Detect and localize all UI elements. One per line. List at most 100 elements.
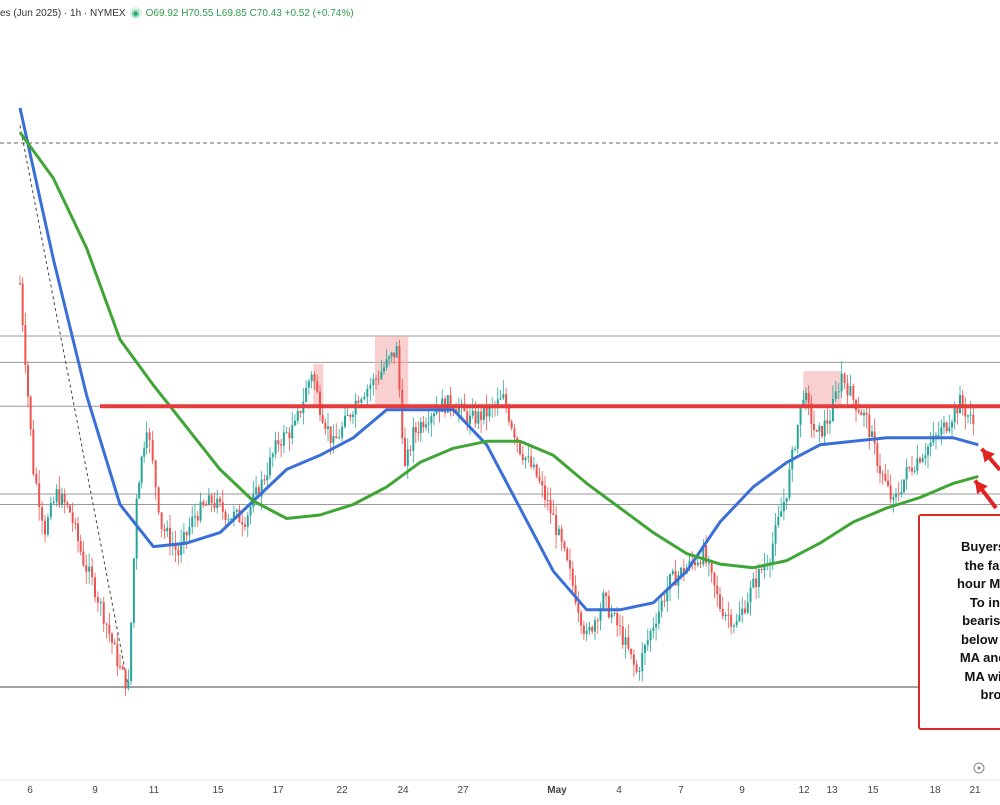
- price-candle-body: [499, 398, 502, 400]
- price-candle-body: [105, 623, 108, 625]
- price-candle-body: [782, 501, 785, 512]
- price-candle-body: [145, 432, 148, 449]
- annotation-arrow-head: [981, 448, 995, 463]
- price-candle-body: [446, 395, 449, 413]
- price-candle-body: [610, 613, 613, 618]
- price-candle-body: [644, 645, 646, 653]
- price-candle-body: [799, 405, 802, 425]
- price-candle-body: [802, 400, 805, 406]
- price-candle-body: [807, 392, 810, 404]
- price-candle-body: [474, 410, 477, 424]
- price-candle-body: [796, 424, 799, 449]
- settings-icon[interactable]: [973, 762, 985, 774]
- price-candle-body: [169, 527, 171, 547]
- price-candle-body: [96, 597, 99, 603]
- price-candle-body: [230, 518, 233, 520]
- price-candle-body: [316, 381, 319, 392]
- green-moving-average-line: [18, 131, 979, 570]
- price-candle-body: [903, 479, 905, 492]
- eye-icon[interactable]: ◉: [129, 7, 142, 19]
- price-candle-body: [935, 435, 937, 437]
- price-candle-body: [655, 623, 658, 628]
- x-tick-label: 9: [92, 785, 98, 796]
- price-candle-body: [826, 420, 829, 424]
- price-candle-body: [157, 487, 160, 513]
- price-candle-body: [44, 520, 46, 535]
- price-candle-body: [404, 438, 406, 466]
- price-candle-body: [61, 494, 63, 505]
- price-candle-body: [688, 560, 691, 568]
- price-candle-body: [951, 422, 953, 428]
- price-candle-body: [430, 416, 433, 424]
- x-tick-label: May: [547, 785, 567, 796]
- price-candle-body: [638, 671, 641, 673]
- price-candle-body: [457, 407, 460, 413]
- price-candle-body: [641, 652, 644, 672]
- price-candle-body: [972, 414, 975, 425]
- price-candle-body: [632, 654, 635, 665]
- price-candle-body: [771, 543, 774, 563]
- price-candle-body: [730, 614, 733, 627]
- price-candle-body: [596, 620, 599, 622]
- price-candle-body: [305, 387, 308, 402]
- price-candle-body: [555, 514, 558, 535]
- price-candle-body: [884, 474, 887, 481]
- price-candle-body: [524, 457, 527, 461]
- price-candle-body: [863, 412, 865, 416]
- price-candle-body: [357, 400, 360, 403]
- price-candle-body: [401, 389, 404, 439]
- price-candle-body: [299, 411, 302, 414]
- price-candle-body: [138, 482, 141, 499]
- x-tick-label: 11: [149, 785, 160, 796]
- price-candle-body: [927, 446, 929, 456]
- price-candle-body: [294, 420, 296, 426]
- price-candle-body: [889, 485, 892, 500]
- price-candle-body: [119, 666, 121, 668]
- price-candle-body: [871, 431, 873, 438]
- price-candle-body: [961, 395, 964, 408]
- price-candle-body: [46, 517, 49, 535]
- x-tick-label: 9: [739, 785, 745, 796]
- price-candle-body: [130, 622, 133, 682]
- price-candle-body: [207, 495, 210, 506]
- price-candle-body: [815, 429, 818, 432]
- price-candle-body: [794, 448, 796, 450]
- price-candle-body: [846, 383, 849, 396]
- price-candle-body: [574, 585, 577, 603]
- price-candle-body: [671, 571, 674, 575]
- price-candle-body: [288, 432, 291, 439]
- price-candle-body: [829, 420, 831, 424]
- price-candle-body: [964, 407, 967, 417]
- price-candle-body: [395, 346, 398, 358]
- callout-line: Buyers to: [961, 539, 1000, 554]
- price-candle-body: [182, 532, 185, 543]
- price-candle-body: [482, 406, 485, 420]
- price-candle-body: [266, 475, 269, 481]
- price-candle-body: [605, 592, 608, 597]
- highlight-zone: [803, 371, 842, 407]
- price-candle-body: [669, 574, 671, 590]
- price-candle-body: [585, 630, 588, 635]
- price-candle-body: [269, 457, 271, 476]
- price-candle-body: [674, 571, 677, 586]
- price-candle-body: [102, 602, 105, 624]
- price-candle-body: [649, 630, 652, 641]
- price-candle-body: [873, 431, 876, 444]
- price-candle-body: [680, 567, 683, 576]
- price-candle-body: [205, 504, 208, 506]
- price-candle-body: [607, 596, 610, 618]
- price-candle-body: [895, 493, 897, 498]
- price-candle-body: [666, 589, 669, 602]
- price-candle-body: [319, 391, 321, 415]
- price-candle-body: [616, 612, 619, 626]
- callout-line: MA and th: [959, 650, 1000, 665]
- price-candle-body: [897, 493, 900, 495]
- price-candle-body: [280, 444, 283, 446]
- price-candle-body: [219, 498, 221, 503]
- price-candle-body: [210, 495, 213, 503]
- price-candle-body: [52, 501, 55, 503]
- price-candle-body: [510, 421, 513, 429]
- price-candle-body: [805, 392, 807, 401]
- price-candle-body: [344, 415, 346, 427]
